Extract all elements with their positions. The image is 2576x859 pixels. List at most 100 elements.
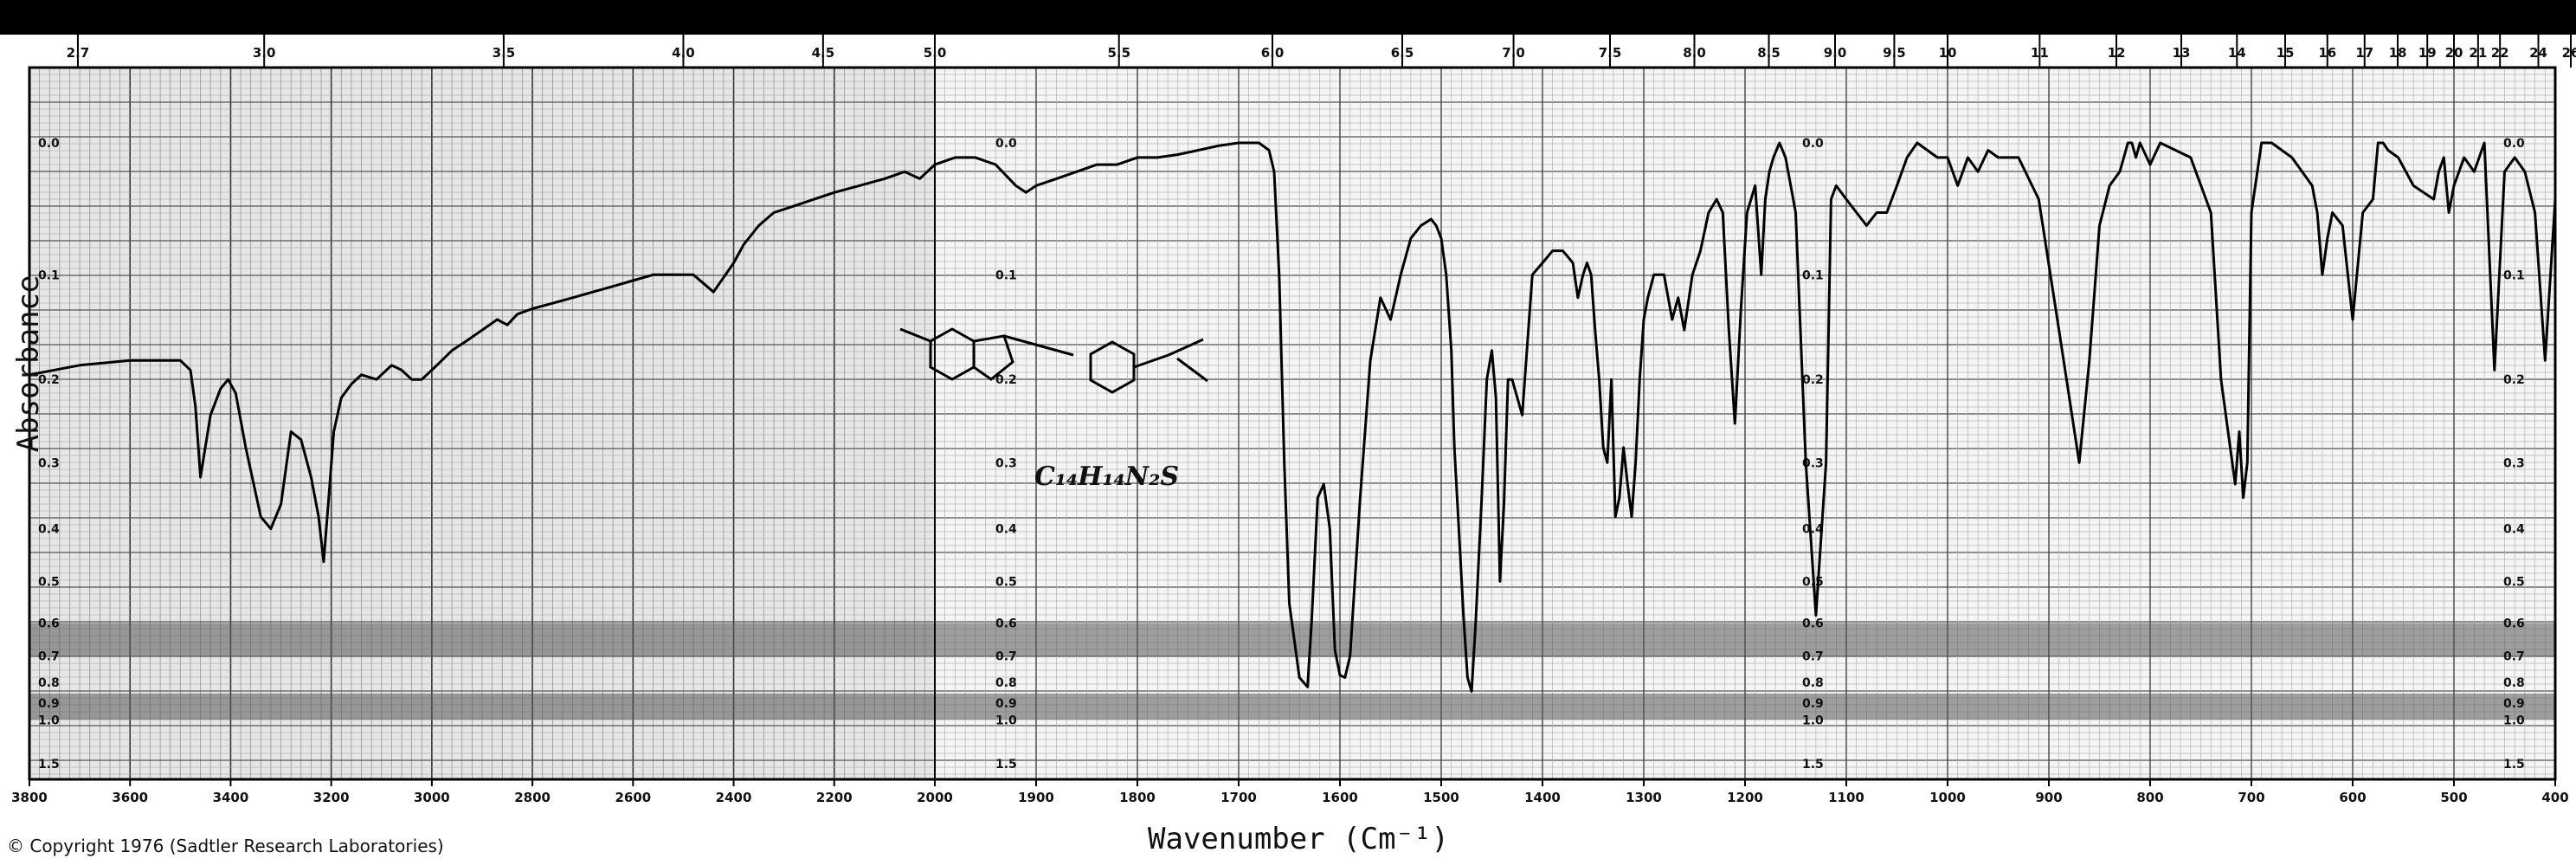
absorbance-tick-label: 0.3 — [38, 456, 60, 470]
plot-frame — [28, 66, 2557, 781]
micron-tick-label: 6.0 — [1261, 45, 1285, 61]
micron-tick-label: 3.0 — [253, 45, 276, 61]
wavenumber-tick-label: 3200 — [313, 790, 350, 805]
absorbance-tick-label: 0.7 — [38, 650, 60, 664]
absorbance-tick-label: 0.8 — [38, 676, 60, 690]
wavenumber-tick-label: 2600 — [615, 790, 651, 805]
wavenumber-tick-label: 2400 — [716, 790, 752, 805]
absorbance-tick-label: 0.3 — [2503, 456, 2525, 470]
wavenumber-tick-label: 400 — [2541, 790, 2568, 805]
micron-ticks: 2.7 3.0 3.5 4.0 4.5 5.0 5.5 6.0 6.5 7.0 7.5 8.0 8.5 9… — [67, 35, 2576, 68]
micron-tick-label: 7.5 — [1599, 45, 1622, 61]
wavenumber-tick-label: 800 — [2136, 790, 2163, 805]
absorbance-tick-label: 0.2 — [38, 373, 60, 387]
absorbance-tick-label: 0.7 — [995, 650, 1017, 664]
absorbance-tick-label: 0.9 — [38, 697, 60, 711]
absorbance-tick-label: 0.1 — [2503, 268, 2525, 282]
wavenumber-tick-label: 1900 — [1018, 790, 1054, 805]
absorbance-tick-label: 0.5 — [995, 575, 1017, 589]
wavenumber-tick-label: 1500 — [1423, 790, 1459, 805]
absorbance-tick-label: 0.2 — [2503, 373, 2525, 387]
wavenumber-tick-label: 2200 — [816, 790, 853, 805]
micron-tick-label: 18 — [2389, 45, 2407, 61]
micron-tick-label: 11 — [2031, 45, 2049, 61]
wavenumber-tick-label: 2000 — [917, 790, 953, 805]
absorbance-tick-label: 0.9 — [995, 697, 1017, 711]
wavenumber-tick-label: 1100 — [1828, 790, 1864, 805]
absorbance-tick-label: 0.2 — [995, 373, 1017, 387]
micron-tick-label: 24 — [2529, 45, 2547, 61]
absorbance-tick-label: 0.0 — [1802, 137, 1824, 151]
absorbance-tick-label: 0.6 — [2503, 617, 2525, 630]
absorbance-tick-label: 0.0 — [38, 137, 60, 151]
wavenumber-tick-label: 1800 — [1119, 790, 1156, 805]
copyright-text: © Copyright 1976 (Sadtler Research Labor… — [7, 836, 444, 856]
absorbance-tick-label: 0.9 — [2503, 697, 2525, 711]
micron-tick-label: 22 — [2491, 45, 2509, 61]
absorbance-tick-label: 0.4 — [1802, 523, 1824, 537]
absorbance-tick-label: 1.0 — [1802, 714, 1824, 727]
absorbance-tick-label: 0.1 — [1802, 268, 1824, 282]
micron-tick-label: 9.5 — [1883, 45, 1906, 61]
spectrum-line — [29, 141, 2557, 693]
micron-tick-label: 10 — [1939, 45, 1957, 61]
micron-tick-label: 2.7 — [67, 45, 90, 61]
top-black-band — [0, 0, 2576, 35]
grid-left — [29, 67, 2555, 779]
absorbance-tick-label: 0.2 — [1802, 373, 1824, 387]
wavenumber-tick-label: 1200 — [1727, 790, 1763, 805]
micron-tick-label: 9.0 — [1824, 45, 1847, 61]
wavenumber-tick-label: 1600 — [1322, 790, 1358, 805]
absorbance-tick-label: 0.9 — [1802, 697, 1824, 711]
wavenumber-tick-label: 3800 — [11, 790, 48, 805]
micron-tick-label: 3.5 — [493, 45, 516, 61]
absorbance-tick-label: 0.6 — [995, 617, 1017, 630]
absorbance-tick-label: 0.0 — [995, 137, 1017, 151]
plot-background — [29, 68, 2555, 779]
micron-tick-label: 15 — [2277, 45, 2295, 61]
wavenumber-tick-label: 3000 — [414, 790, 450, 805]
absorbance-tick-label: 1.5 — [2503, 758, 2525, 772]
absorbance-tick-label: 0.6 — [1802, 617, 1824, 630]
wavenumber-ticks: 3800 3600 3400 3200 3000 2800 2600 2400 2200 2000… — [11, 779, 2569, 805]
formula-text: C₁₄H₁₄N₂S — [1034, 462, 1179, 492]
absorbance-tick-label: 0.8 — [995, 676, 1017, 690]
x-axis-title: Wavenumber (Cm⁻¹) — [1148, 822, 1449, 856]
micron-tick-label: 20 — [2445, 45, 2463, 61]
absorbance-tick-label: 0.4 — [38, 523, 60, 537]
absorbance-tick-label: 0.3 — [1802, 456, 1824, 470]
micron-tick-label: 14 — [2228, 45, 2246, 61]
absorbance-tick-label: 0.5 — [38, 575, 60, 589]
micron-tick-label: 13 — [2173, 45, 2191, 61]
wavenumber-tick-label: 600 — [2339, 790, 2366, 805]
micron-tick-label: 5.5 — [1107, 45, 1130, 61]
absorbance-tick-label: 0.6 — [38, 617, 60, 630]
wavenumber-tick-label: 1000 — [1929, 790, 1966, 805]
micron-tick-label: 7.0 — [1502, 45, 1525, 61]
wavenumber-tick-label: 1400 — [1524, 790, 1561, 805]
absorbance-tick-label: 0.4 — [2503, 523, 2525, 537]
absorbance-tick-label: 0.0 — [2503, 137, 2525, 151]
absorbance-tick-label: 0.8 — [2503, 676, 2525, 690]
absorbance-tick-label: 0.7 — [1802, 650, 1824, 664]
micron-tick-label: 19 — [2418, 45, 2437, 61]
micron-tick-label: 16 — [2318, 45, 2336, 61]
micron-tick-label: 8.5 — [1757, 45, 1781, 61]
y-axis-title: Absorbance — [11, 275, 46, 453]
absorbance-tick-label: 1.0 — [2503, 714, 2525, 727]
micron-tick-label: 12 — [2108, 45, 2126, 61]
micron-tick-label: 4.5 — [812, 45, 835, 61]
absorbance-tick-label: 1.0 — [995, 714, 1017, 727]
absorbance-tick-label: 1.0 — [38, 714, 60, 727]
micron-tick-label: 4.0 — [672, 45, 695, 61]
micron-tick-label: 6.5 — [1391, 45, 1414, 61]
grid-right — [934, 68, 2556, 779]
absorbance-tick-label: 1.5 — [995, 758, 1017, 772]
wavenumber-tick-label: 500 — [2440, 790, 2467, 805]
absorbance-ticks: 0.0 0.0 0.0 0.0 0.1 0.1 0.1 0.1 0.2 0.2 0.2 0.2 0.3 0… — [38, 137, 2525, 772]
wavenumber-tick-label: 1700 — [1220, 790, 1257, 805]
absorbance-tick-label: 0.4 — [995, 523, 1017, 537]
wavenumber-tick-label: 3400 — [213, 790, 249, 805]
absorbance-tick-label: 0.1 — [38, 268, 60, 282]
